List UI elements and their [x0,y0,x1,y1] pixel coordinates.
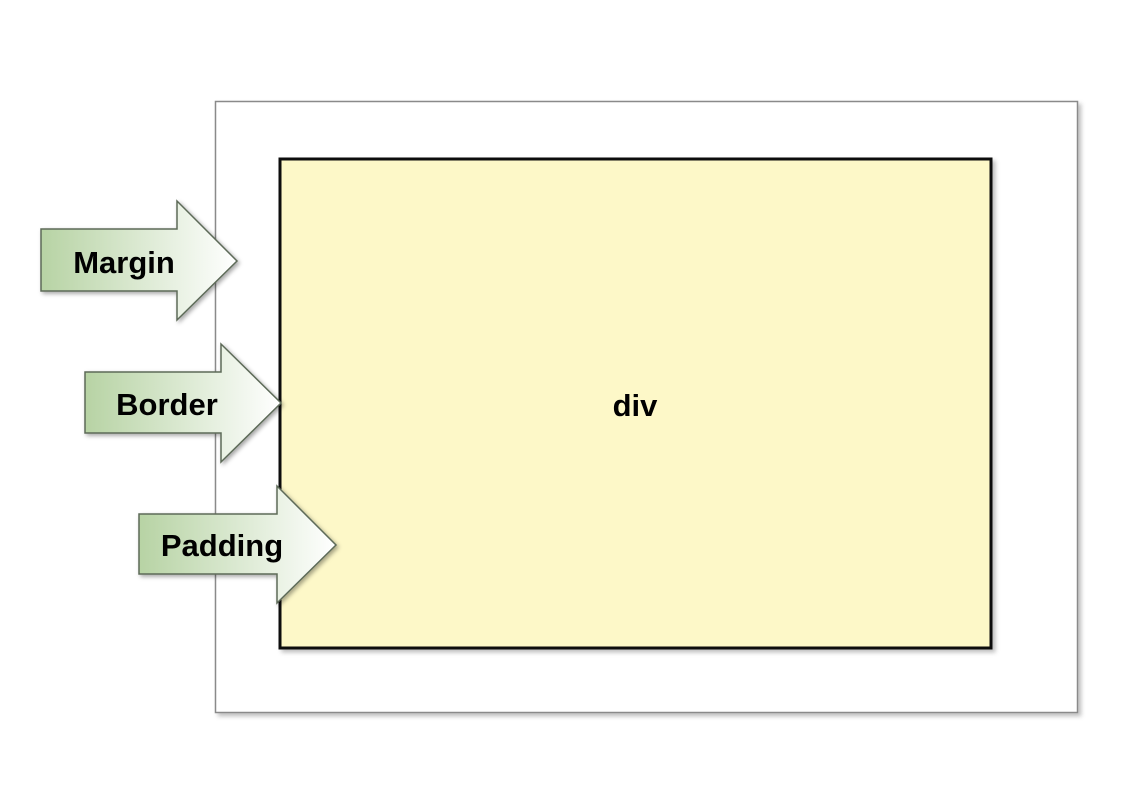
padding-arrow-shape [138,484,338,605]
border-arrow-label: Border [116,387,218,422]
border-arrow-shape [84,342,283,464]
padding-arrow-label: Padding [161,528,283,563]
margin-arrow: Margin [40,199,239,322]
margin-arrow-label: Margin [73,245,175,280]
padding-arrow: Padding [138,484,338,605]
div-label: div [613,388,659,423]
div-box [278,157,993,650]
border-arrow: Border [84,342,283,464]
margin-arrow-shape [40,199,239,322]
